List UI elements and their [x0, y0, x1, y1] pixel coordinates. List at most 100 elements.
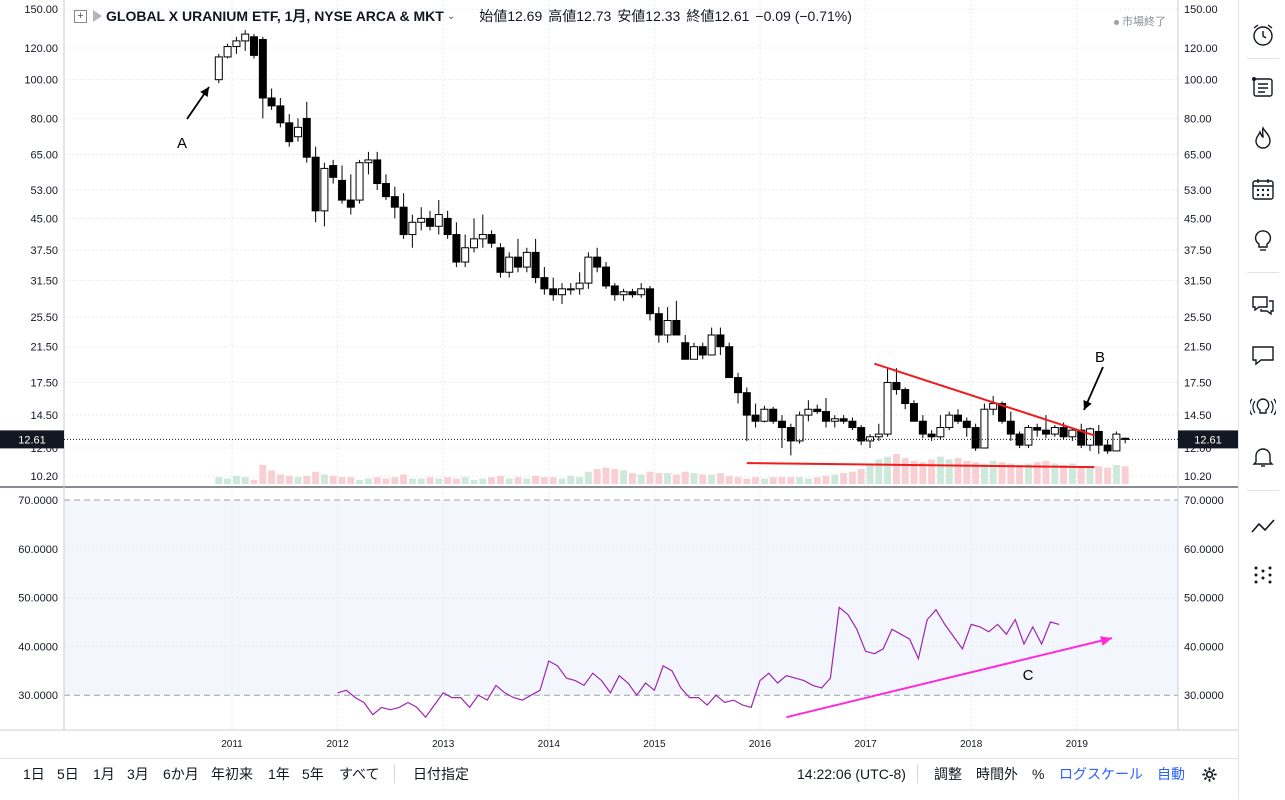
candle-up — [830, 418, 839, 422]
volume-bar — [963, 460, 971, 484]
range-ytd-button[interactable]: 年初来 — [211, 766, 253, 782]
volume-bar — [584, 471, 592, 484]
goto-date-button[interactable]: 日付指定 — [413, 766, 469, 782]
extended-hours-button[interactable]: 時間外 — [976, 766, 1018, 782]
volume-bar — [400, 474, 408, 484]
watchlist-icon[interactable] — [1250, 74, 1276, 100]
range-5y-button[interactable]: 5年 — [302, 766, 324, 782]
expand-legend-icon[interactable]: + — [74, 9, 87, 23]
candle-down — [998, 403, 1007, 422]
candle-down — [672, 319, 681, 336]
range-3m-button[interactable]: 3月 — [127, 766, 149, 782]
chats-icon[interactable] — [1250, 292, 1276, 318]
volume-bar — [866, 464, 874, 484]
hotlist-flame-icon[interactable] — [1250, 125, 1276, 151]
volume-bar — [716, 473, 724, 484]
candle-down — [628, 291, 637, 296]
candle-down — [857, 427, 866, 442]
range-1m-button[interactable]: 1月 — [93, 766, 115, 782]
price-axis-label: 65.00 — [30, 150, 58, 162]
price-axis-label: 53.00 — [1184, 185, 1212, 197]
candle-down — [540, 277, 549, 290]
volume-bar — [1112, 464, 1120, 484]
volume-bar — [1042, 460, 1050, 484]
candle-up — [619, 291, 628, 296]
price-axis-label: 53.00 — [30, 185, 58, 197]
market-status: 市場終了 — [1114, 13, 1166, 29]
candle-down — [734, 377, 743, 394]
chat-bubble-icon[interactable] — [1250, 342, 1276, 368]
chevron-down-icon[interactable]: ⌄ — [446, 10, 456, 22]
gear-icon[interactable] — [1201, 766, 1218, 783]
volume-bar — [822, 475, 830, 484]
candle-up — [320, 167, 329, 212]
volume-bar — [479, 478, 487, 484]
candle-up — [558, 288, 566, 296]
volume-bar — [1068, 463, 1076, 484]
last-price-label: 12.61 — [18, 434, 46, 446]
volume-bar — [980, 463, 988, 484]
idea-lightbulb-icon[interactable] — [1250, 228, 1276, 254]
chart-canvas[interactable]: 150.00 150.00 120.00 120.00 100.00 100.00 80.0… — [0, 0, 1238, 758]
range-6m-button[interactable]: 6か月 — [163, 766, 199, 782]
toolbar-separator — [1247, 490, 1279, 491]
volume-bar — [514, 477, 522, 484]
trend-line-icon[interactable] — [1250, 512, 1276, 538]
clock-label[interactable]: 14:22:06 (UTC-8) — [797, 766, 906, 782]
range-1y-button[interactable]: 1年 — [268, 766, 290, 782]
adjust-button[interactable]: 調整 — [934, 766, 962, 782]
market-status-label: 市場終了 — [1122, 16, 1166, 28]
volume-bar — [593, 469, 601, 484]
alarm-clock-icon[interactable] — [1250, 22, 1276, 48]
volume-bar — [699, 474, 707, 484]
candle-down — [381, 183, 390, 198]
candle-down — [1041, 429, 1050, 435]
symbol-title[interactable]: GLOBAL X URANIUM ETF, 1月, NYSE ARCA & MK… — [106, 8, 444, 24]
volume-bar — [496, 475, 504, 484]
volume-bar — [444, 477, 452, 484]
volume-bar — [804, 478, 812, 484]
notifications-bell-icon[interactable] — [1250, 444, 1276, 470]
candle-down — [971, 427, 980, 449]
percent-scale-button[interactable]: % — [1032, 766, 1045, 782]
volume-bar — [435, 478, 443, 484]
range-1d-button[interactable]: 1日 — [23, 766, 45, 782]
oscillator-axis-label: 70.0000 — [1184, 495, 1224, 507]
candle-down — [786, 427, 795, 442]
chart-area[interactable]: 150.00 150.00 120.00 120.00 100.00 100.00 80.0… — [0, 0, 1238, 758]
range-5d-button[interactable]: 5日 — [57, 766, 79, 782]
candle-up — [1068, 429, 1077, 438]
price-axis-label: 45.00 — [30, 213, 58, 225]
bottom-separator — [394, 765, 395, 783]
time-axis-label: 2011 — [221, 739, 243, 750]
calendar-icon[interactable] — [1250, 176, 1276, 202]
right-toolbar — [1238, 0, 1285, 799]
volume-bar — [408, 478, 416, 484]
streams-icon[interactable] — [1250, 394, 1276, 420]
candle-down — [1094, 430, 1103, 446]
time-axis-label: 2017 — [854, 739, 877, 750]
price-axis-label: 150.00 — [24, 4, 58, 16]
candle-up — [637, 288, 646, 296]
candle-down — [610, 285, 619, 296]
candle-up — [874, 433, 883, 438]
price-axis-label: 25.50 — [1184, 312, 1212, 324]
volume-bar — [549, 477, 557, 484]
range-all-button[interactable]: すべて — [339, 766, 380, 782]
auto-scale-button[interactable]: 自動 — [1157, 766, 1185, 782]
volume-bar — [488, 477, 496, 484]
candle-down — [496, 247, 505, 273]
last-price-badge — [1178, 430, 1238, 449]
candle-down — [443, 217, 452, 236]
volume-bar — [224, 478, 232, 484]
volume-bar — [1077, 466, 1085, 484]
log-scale-button[interactable]: ログスケール — [1059, 766, 1143, 782]
dots-grid-icon[interactable] — [1250, 562, 1276, 588]
oscillator-axis-label: 70.0000 — [18, 495, 58, 507]
candle-up — [795, 414, 804, 442]
price-axis-label: 80.00 — [30, 113, 58, 125]
candle-up — [232, 40, 241, 48]
volume-bar — [540, 477, 548, 484]
candle-down — [742, 392, 751, 416]
price-axis-label: 120.00 — [1184, 43, 1218, 55]
